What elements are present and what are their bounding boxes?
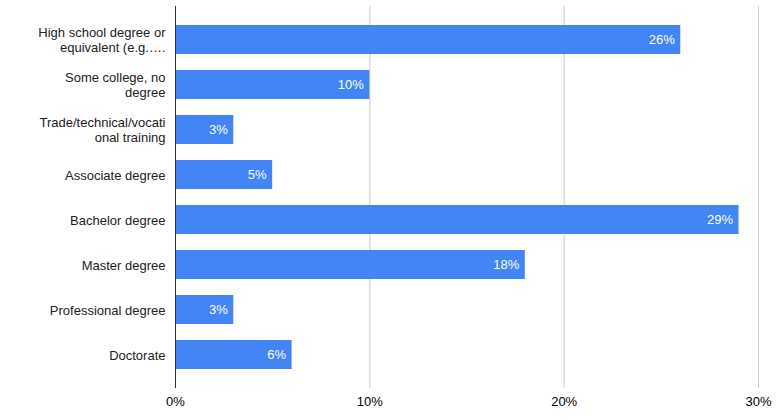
svg-text:Professional degree: Professional degree [50,303,166,318]
svg-text:29%: 29% [707,212,733,227]
svg-text:3%: 3% [209,302,228,317]
svg-text:Some college, nodegree: Some college, nodegree [65,70,165,99]
svg-text:0%: 0% [166,394,185,409]
svg-text:6%: 6% [267,347,286,362]
svg-text:Doctorate: Doctorate [109,348,165,363]
svg-text:20%: 20% [551,394,577,409]
svg-text:30%: 30% [745,394,771,409]
svg-text:18%: 18% [493,257,519,272]
svg-text:Master degree: Master degree [82,258,166,273]
svg-text:Associate degree: Associate degree [65,168,165,183]
svg-text:3%: 3% [209,122,228,137]
svg-text:Bachelor degree: Bachelor degree [70,213,165,228]
svg-text:Trade/technical/vocational tra: Trade/technical/vocational training [40,115,166,144]
svg-text:10%: 10% [357,394,383,409]
svg-text:26%: 26% [649,32,675,47]
svg-text:10%: 10% [338,77,364,92]
svg-text:High school degree orequivalen: High school degree orequivalent (e.g.…. [38,25,166,54]
svg-text:5%: 5% [248,167,267,182]
